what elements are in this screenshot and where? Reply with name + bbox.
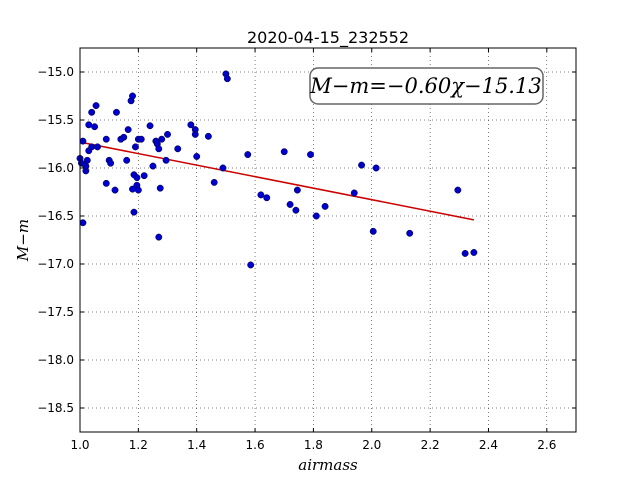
data-point: [204, 132, 212, 140]
data-point: [79, 137, 87, 145]
data-point: [358, 161, 366, 169]
fit-line: [79, 141, 475, 221]
x-tick-label: 1.8: [304, 438, 323, 452]
data-point: [162, 156, 170, 164]
data-point: [85, 121, 93, 129]
data-point: [223, 75, 231, 83]
fit-line-layer: [79, 141, 475, 221]
data-point: [155, 233, 163, 241]
data-point: [129, 92, 136, 100]
y-tick-label: −16.5: [37, 209, 74, 223]
data-point: [406, 229, 414, 237]
data-point: [149, 162, 157, 170]
fit-equation-frame: [309, 67, 544, 105]
x-tick-label: 1.6: [246, 438, 265, 452]
data-point: [292, 206, 300, 214]
y-tick-label: −18.0: [37, 353, 74, 367]
axis-ticks: [79, 48, 576, 432]
data-point: [210, 178, 218, 186]
data-point: [155, 145, 163, 153]
data-point: [257, 191, 265, 199]
y-tick-label: −17.5: [37, 305, 74, 319]
chart-title: 2020-04-15_232552: [247, 28, 409, 48]
data-point: [293, 186, 301, 194]
x-tick-label: 2.0: [362, 438, 381, 452]
data-point: [92, 102, 100, 110]
data-point: [372, 164, 380, 172]
data-point: [321, 202, 329, 210]
x-tick-label: 1.2: [129, 438, 148, 452]
x-axis-label: airmass: [298, 456, 358, 474]
data-points: [76, 70, 478, 269]
data-point: [470, 249, 478, 256]
data-point: [133, 174, 141, 182]
data-point: [113, 108, 120, 116]
y-tick-label: −15.0: [37, 65, 74, 79]
data-point: [247, 261, 255, 269]
data-point: [146, 122, 154, 130]
data-point: [91, 123, 99, 131]
x-tick-label: 2.2: [421, 438, 440, 452]
data-point: [158, 135, 166, 143]
data-point: [88, 143, 96, 151]
data-point: [88, 108, 96, 116]
fit-equation-box: M−m=−0.60χ−15.13: [309, 67, 544, 105]
x-tick-label: 1.0: [70, 438, 89, 452]
data-point: [137, 135, 145, 143]
data-point: [107, 159, 115, 167]
data-point: [191, 130, 199, 138]
y-tick-label: −17.0: [37, 257, 74, 271]
plot-border: [79, 47, 577, 433]
x-tick-label: 2.4: [479, 438, 498, 452]
plot-area: [80, 48, 576, 432]
data-point: [280, 148, 288, 156]
x-tick-label: 1.4: [187, 438, 206, 452]
data-point: [120, 133, 128, 141]
data-point: [134, 186, 142, 194]
data-point: [130, 208, 138, 216]
data-point: [369, 227, 377, 235]
data-point: [193, 153, 201, 160]
data-point: [244, 151, 252, 159]
data-point: [350, 189, 358, 197]
data-point: [263, 194, 271, 202]
y-tick-label: −18.5: [37, 401, 74, 415]
grid-lines: [80, 48, 576, 432]
data-point: [307, 151, 314, 159]
y-axis-label: M−m: [14, 219, 32, 262]
data-point: [83, 156, 91, 164]
data-point: [187, 121, 195, 129]
data-point: [164, 130, 171, 138]
data-point: [102, 135, 110, 143]
data-point: [131, 143, 139, 151]
fit-equation: M−m=−0.60χ−15.13: [309, 74, 541, 98]
data-point: [94, 143, 101, 151]
y-tick-label: −16.0: [37, 161, 74, 175]
x-tick-labels: 1.0 1.2 1.4 1.6 1.8 2.0 2.2 2.4 2.6: [70, 438, 556, 452]
data-point: [312, 212, 320, 220]
data-point: [156, 184, 164, 192]
data-point: [174, 145, 182, 153]
data-point: [111, 186, 119, 194]
data-point: [461, 249, 469, 257]
data-point: [123, 156, 131, 164]
data-point: [79, 219, 87, 227]
y-tick-labels: −15.0 −15.5 −16.0 −16.5 −17.0 −17.5 −18.0 −18.5: [37, 65, 74, 415]
data-point: [286, 201, 294, 208]
x-tick-label: 2.6: [537, 438, 556, 452]
data-point: [140, 172, 148, 180]
data-point: [454, 186, 462, 194]
data-point: [102, 179, 110, 187]
data-point: [124, 126, 132, 134]
data-point: [219, 164, 227, 172]
y-tick-label: −15.5: [37, 113, 74, 127]
